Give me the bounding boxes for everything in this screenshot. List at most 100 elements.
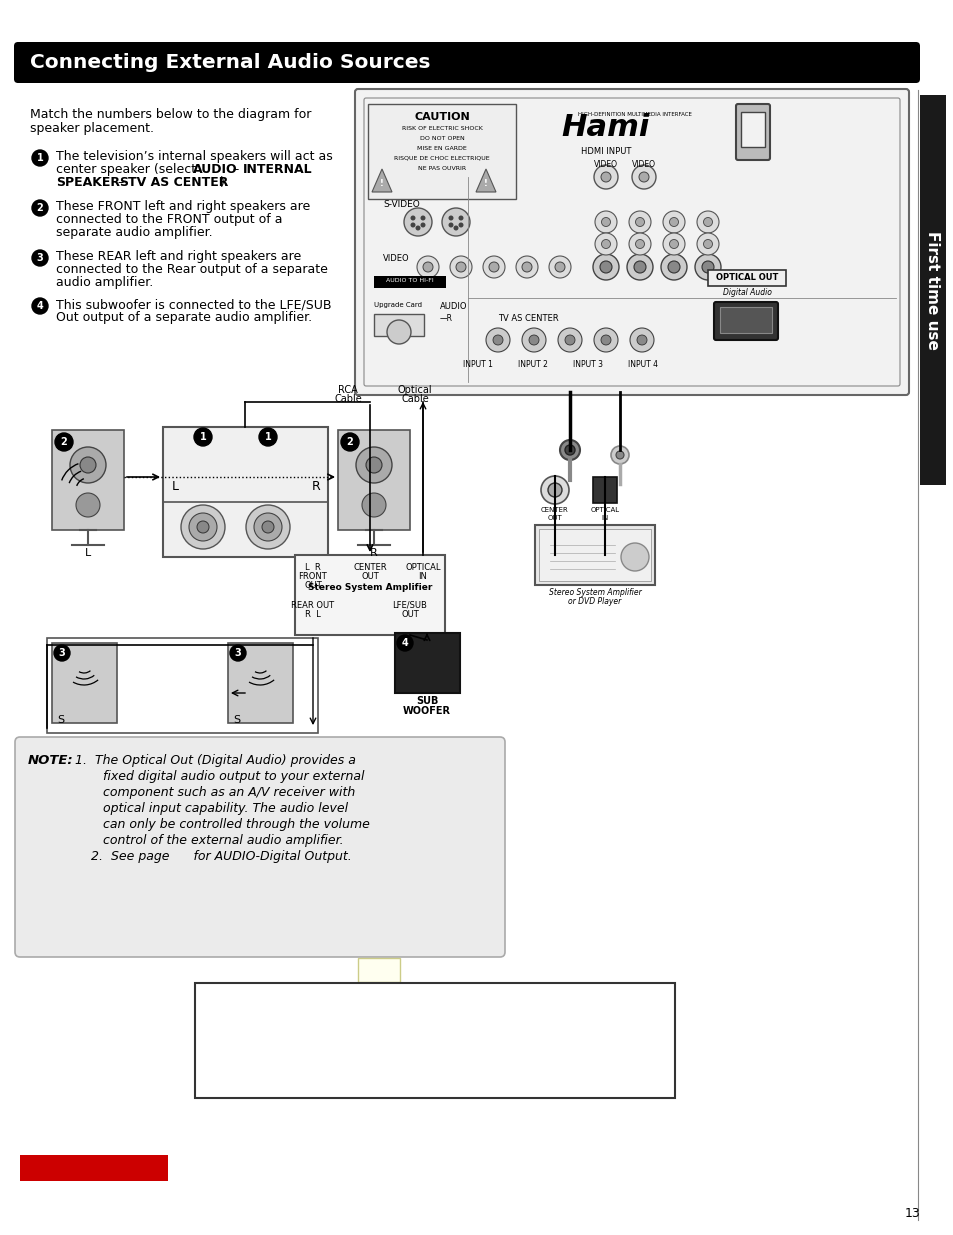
- Text: TV AS CENTER: TV AS CENTER: [497, 314, 558, 324]
- Circle shape: [628, 211, 650, 233]
- Text: Cable: Cable: [334, 394, 361, 404]
- Circle shape: [634, 261, 645, 273]
- Text: 1: 1: [199, 432, 206, 442]
- Text: 2: 2: [36, 203, 43, 212]
- Circle shape: [441, 207, 470, 236]
- Bar: [374, 314, 423, 336]
- Circle shape: [601, 240, 610, 248]
- Circle shape: [485, 329, 510, 352]
- Circle shape: [253, 513, 282, 541]
- Text: First time use: First time use: [924, 231, 940, 350]
- Circle shape: [70, 447, 106, 483]
- Circle shape: [32, 249, 48, 266]
- Text: Optical: Optical: [397, 385, 432, 395]
- Bar: [720, 308, 771, 333]
- Circle shape: [660, 254, 686, 280]
- Bar: [294, 555, 444, 635]
- Circle shape: [628, 233, 650, 254]
- Circle shape: [32, 200, 48, 216]
- Bar: [20, 1155, 168, 1181]
- Text: 4: 4: [36, 301, 43, 311]
- Text: IN: IN: [418, 572, 427, 580]
- Text: 1: 1: [264, 432, 271, 442]
- Circle shape: [595, 211, 617, 233]
- Text: R  L: R L: [305, 610, 320, 619]
- Circle shape: [361, 493, 386, 517]
- Circle shape: [453, 226, 458, 231]
- Circle shape: [639, 172, 648, 182]
- Bar: [368, 104, 516, 199]
- Text: INPUT 4: INPUT 4: [627, 359, 658, 369]
- Text: This subwoofer is connected to the LFE/SUB: This subwoofer is connected to the LFE/S…: [56, 298, 331, 311]
- Bar: [593, 477, 617, 503]
- Circle shape: [410, 222, 416, 227]
- Bar: [194, 983, 675, 1098]
- Text: WOOFER: WOOFER: [402, 706, 451, 716]
- Text: INPUT 2: INPUT 2: [517, 359, 547, 369]
- Text: AUDIO: AUDIO: [193, 163, 237, 177]
- Text: audio amplifier.: audio amplifier.: [56, 275, 153, 289]
- Circle shape: [620, 543, 648, 571]
- Polygon shape: [476, 169, 496, 191]
- Bar: [337, 430, 410, 530]
- Text: VIDEO: VIDEO: [631, 161, 656, 169]
- Text: –: –: [113, 177, 128, 189]
- Circle shape: [637, 335, 646, 345]
- Bar: [740, 112, 764, 147]
- Text: Out output of a separate audio amplifier.: Out output of a separate audio amplifier…: [56, 311, 312, 324]
- Bar: [707, 270, 785, 287]
- Text: 3: 3: [234, 648, 241, 658]
- Text: Stereo System Amplifier: Stereo System Amplifier: [308, 583, 432, 592]
- Text: RISK OF ELECTRIC SHOCK: RISK OF ELECTRIC SHOCK: [401, 126, 482, 131]
- Text: R: R: [312, 480, 320, 494]
- Text: Stereo System Amplifier: Stereo System Amplifier: [548, 588, 640, 597]
- FancyBboxPatch shape: [15, 737, 504, 957]
- Circle shape: [595, 233, 617, 254]
- Circle shape: [599, 261, 612, 273]
- Text: S: S: [57, 715, 64, 725]
- Bar: [52, 430, 124, 530]
- Text: L: L: [172, 480, 178, 494]
- Circle shape: [246, 505, 290, 550]
- Circle shape: [396, 635, 413, 651]
- Text: SPEAKERS: SPEAKERS: [56, 177, 129, 189]
- Polygon shape: [372, 169, 392, 191]
- Text: These FRONT left and right speakers are: These FRONT left and right speakers are: [56, 200, 310, 212]
- Text: MISE EN GARDE: MISE EN GARDE: [416, 146, 466, 151]
- Text: —R: —R: [439, 314, 453, 324]
- Circle shape: [702, 217, 712, 226]
- Text: 2: 2: [61, 437, 68, 447]
- Circle shape: [695, 254, 720, 280]
- Circle shape: [32, 298, 48, 314]
- Circle shape: [76, 493, 100, 517]
- Text: REAR OUT: REAR OUT: [291, 601, 335, 610]
- Circle shape: [420, 215, 425, 221]
- Text: OPTICAL: OPTICAL: [590, 508, 618, 513]
- Circle shape: [387, 320, 411, 345]
- Bar: [228, 643, 293, 722]
- Text: fixed digital audio output to your external: fixed digital audio output to your exter…: [75, 769, 364, 783]
- Text: control of the external audio amplifier.: control of the external audio amplifier.: [75, 834, 343, 847]
- Circle shape: [635, 217, 644, 226]
- Circle shape: [610, 446, 628, 464]
- Circle shape: [631, 165, 656, 189]
- Circle shape: [230, 645, 246, 661]
- Text: R: R: [370, 548, 377, 558]
- Text: SUB: SUB: [416, 697, 437, 706]
- Circle shape: [548, 256, 571, 278]
- Circle shape: [594, 165, 618, 189]
- Circle shape: [54, 645, 70, 661]
- Text: Hami: Hami: [561, 112, 650, 142]
- Circle shape: [564, 335, 575, 345]
- Circle shape: [564, 445, 575, 454]
- FancyBboxPatch shape: [355, 89, 908, 395]
- Bar: [535, 525, 655, 585]
- Text: Digital Audio: Digital Audio: [721, 288, 771, 296]
- Circle shape: [662, 233, 684, 254]
- Circle shape: [667, 261, 679, 273]
- Circle shape: [196, 521, 209, 534]
- Bar: [47, 638, 317, 734]
- Text: VIDEO: VIDEO: [382, 254, 409, 263]
- Text: 2: 2: [346, 437, 353, 447]
- Circle shape: [593, 254, 618, 280]
